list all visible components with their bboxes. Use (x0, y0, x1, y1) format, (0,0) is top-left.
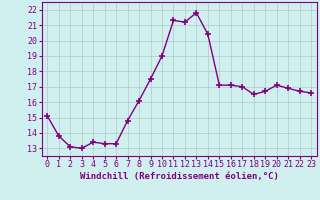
X-axis label: Windchill (Refroidissement éolien,°C): Windchill (Refroidissement éolien,°C) (80, 172, 279, 181)
